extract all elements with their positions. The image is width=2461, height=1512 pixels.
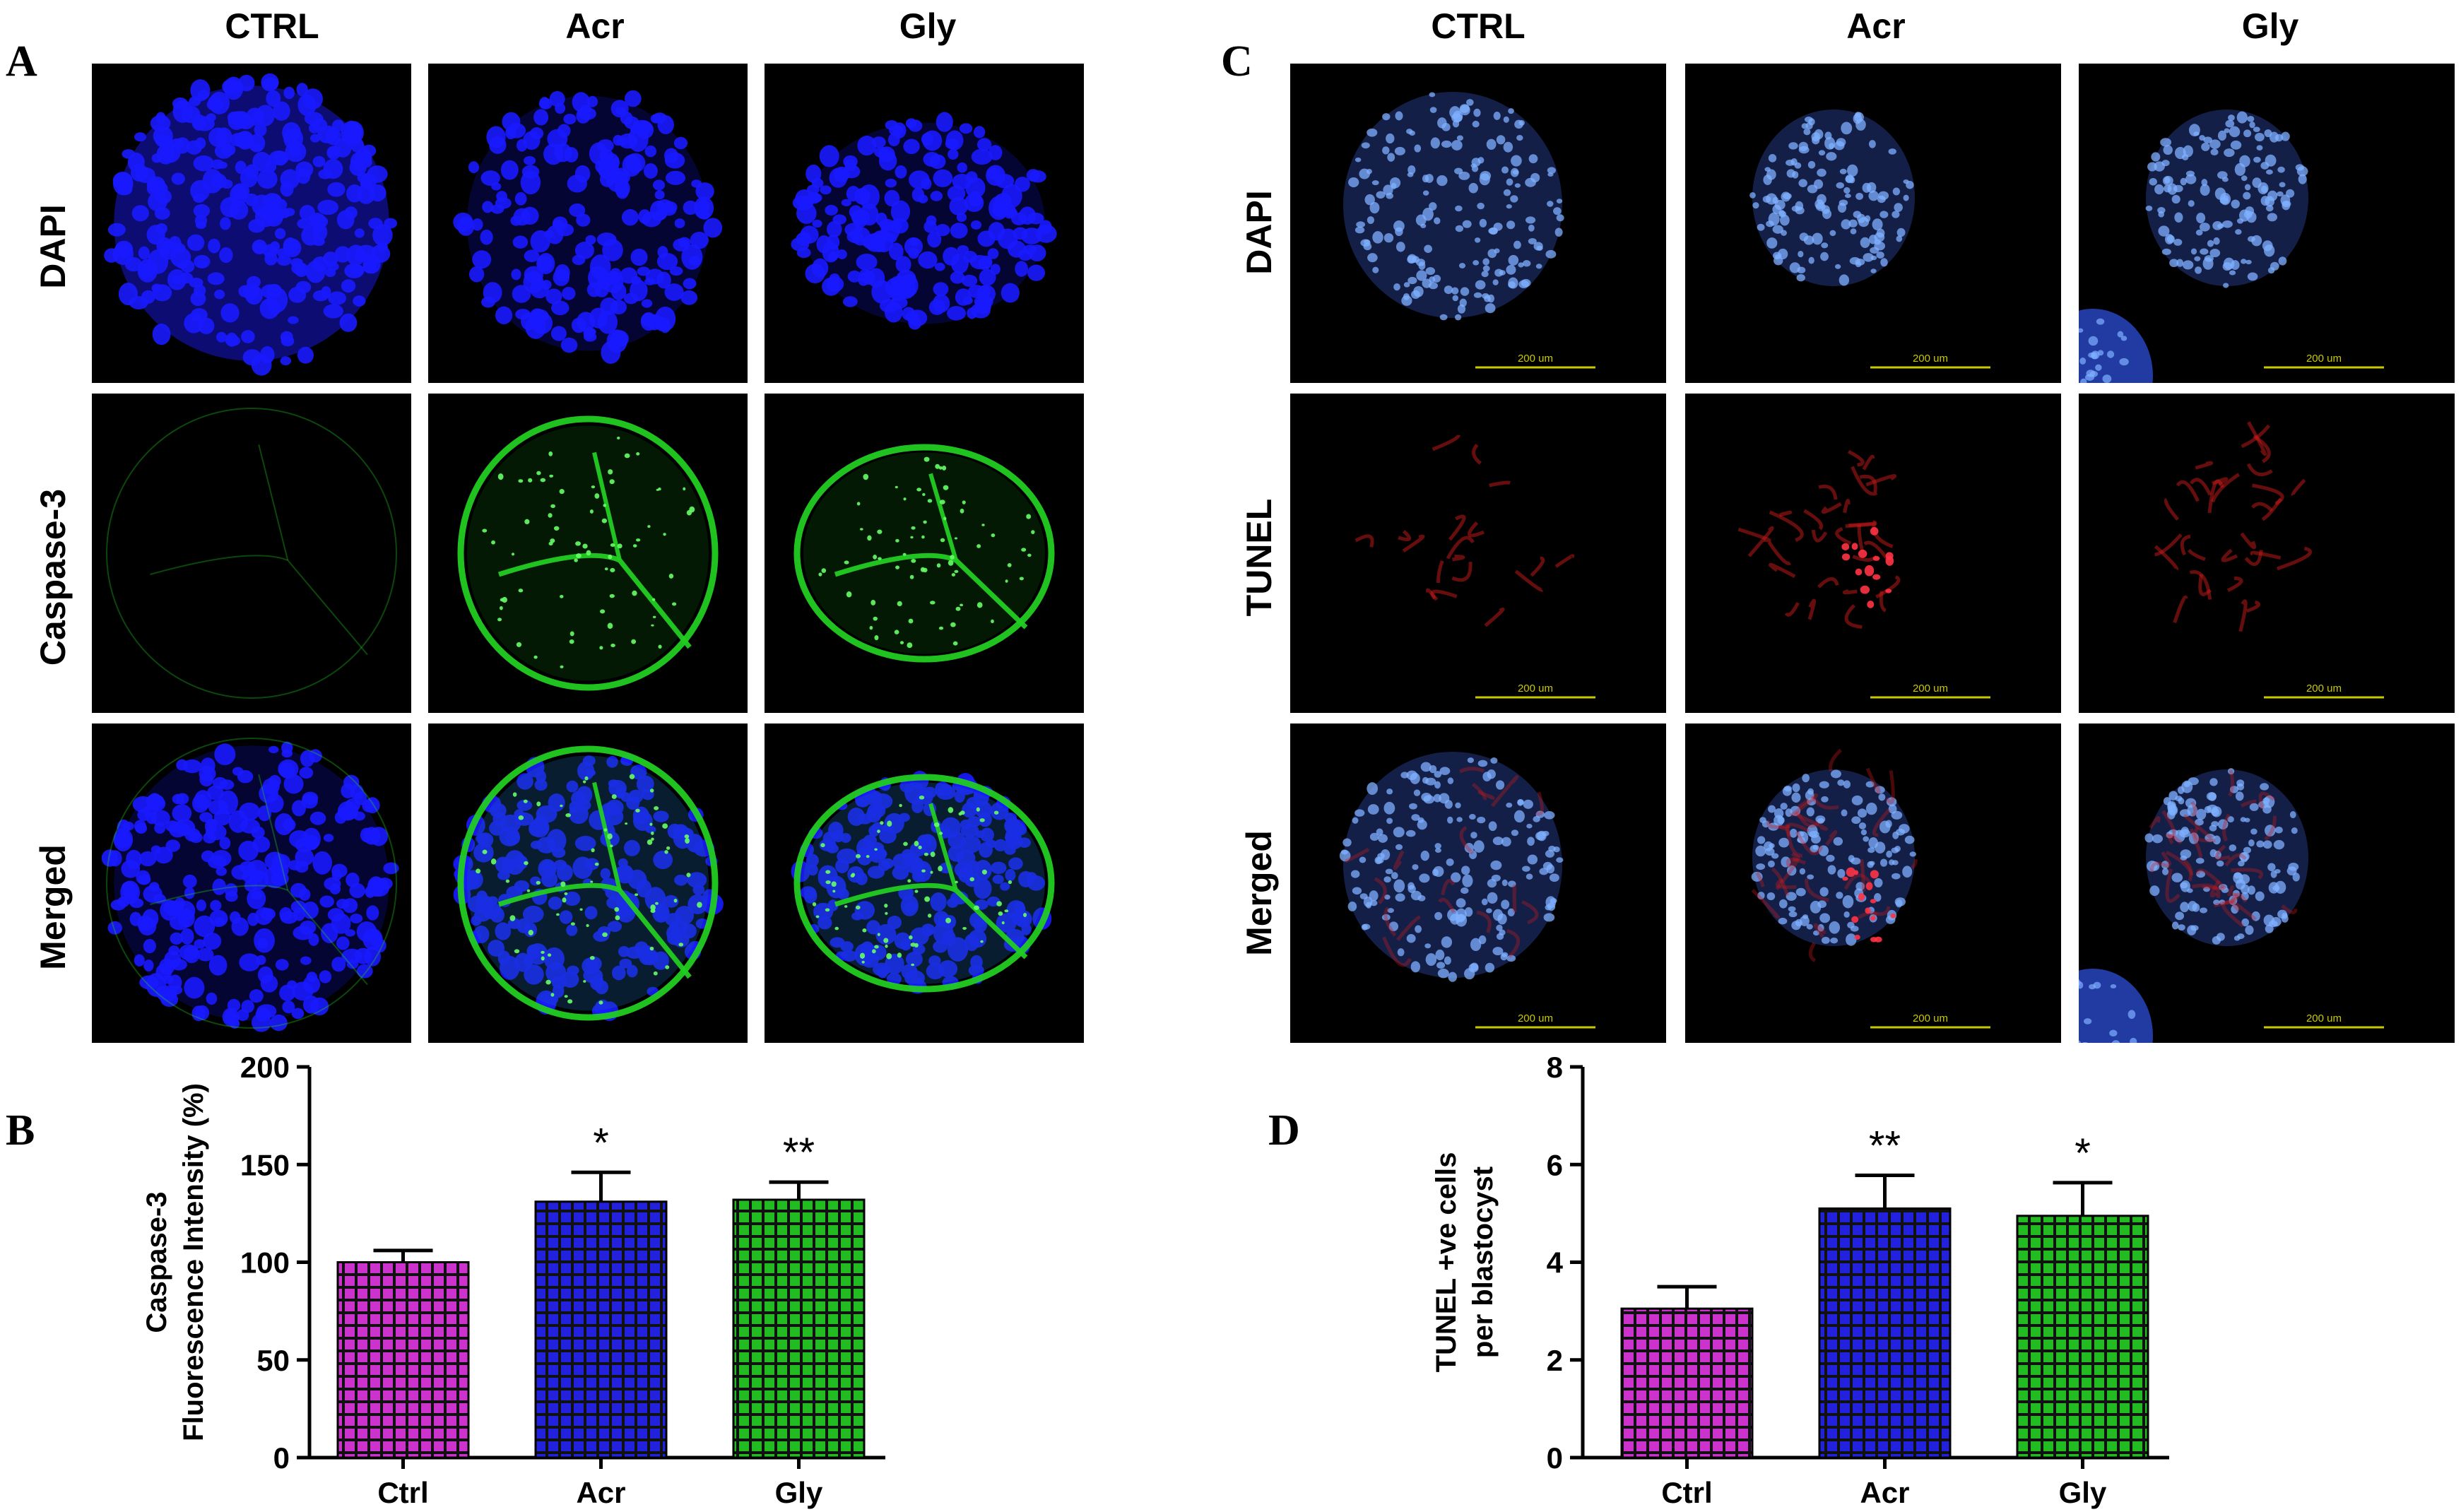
scale-bar-label: 200 um: [1518, 1012, 1553, 1024]
chart-b-y-label: Fluorescence Intensity (%): [178, 1083, 209, 1441]
chart-b-y-tick-label: 50: [256, 1344, 290, 1377]
panel-a-row-caspase: Caspase-3: [33, 415, 73, 740]
chart-b-x-label-ctrl: Ctrl: [377, 1476, 428, 1509]
panel-c-col-gly: Gly: [2108, 6, 2433, 47]
panel-a-image-dapi-ctrl-svg: [92, 64, 411, 383]
panel-c-row-tunel: TUNEL: [1239, 395, 1280, 720]
panel-a-row-dapi: DAPI: [33, 84, 73, 409]
panel-a-image-merged-ctrl: [92, 723, 411, 1043]
panel-a-image-caspase-ctrl-svg: [92, 394, 411, 713]
chart-b-bar-ctrl: [338, 1263, 468, 1458]
panel-a-image-merged-acr: [428, 723, 748, 1043]
panel-c-image-dapi-ctrl-svg: 200 um: [1290, 64, 1666, 383]
panel-c-image-merged-ctrl-svg: 200 um: [1290, 723, 1666, 1043]
chart-d-y-label: TUNEL +ve cells: [1431, 1152, 1462, 1373]
scale-bar-label: 200 um: [1913, 1012, 1948, 1024]
chart-b-x-label-gly: Gly: [775, 1476, 823, 1509]
panel-c-image-tunel-ctrl-svg: 200 um: [1290, 394, 1666, 713]
chart-d-bar-ctrl: [1622, 1309, 1752, 1458]
panel-a-col-acr: Acr: [432, 6, 757, 47]
panel-c-image-merged-gly: 200 um: [2079, 723, 2455, 1043]
panel-c-image-dapi-acr-svg: 200 um: [1685, 64, 2061, 383]
chart-d-significance-acr: **: [1869, 1123, 1901, 1169]
chart-b-y-label: Caspase-3: [141, 1191, 172, 1333]
chart-d-y-label: per blastocyst: [1468, 1167, 1499, 1358]
panel-c-image-merged-acr: 200 um: [1685, 723, 2061, 1043]
panel-a-image-dapi-acr-svg: [428, 64, 748, 383]
panel-a-image-caspase-gly: [765, 394, 1084, 713]
scale-bar-label: 200 um: [1913, 683, 1948, 695]
panel-c-image-tunel-gly-svg: 200 um: [2079, 394, 2455, 713]
panel-c-row-dapi: DAPI: [1239, 70, 1280, 395]
panel-a-row-merged: Merged: [33, 745, 73, 1070]
chart-d-x-label-ctrl: Ctrl: [1661, 1476, 1712, 1509]
panel-c-image-tunel-gly: 200 um: [2079, 394, 2455, 713]
panel-a-image-dapi-acr: [428, 64, 748, 383]
chart-d-y-tick-label: 0: [1547, 1441, 1563, 1475]
panel-c-image-tunel-acr-svg: 200 um: [1685, 394, 2061, 713]
panel-a-image-dapi-gly: [765, 64, 1084, 383]
panel-a-image-caspase-acr-svg: [428, 394, 748, 713]
panel-a-image-caspase-ctrl: [92, 394, 411, 713]
chart-d-y-tick-label: 4: [1547, 1246, 1564, 1280]
chart-b-y-tick-label: 0: [273, 1441, 290, 1475]
panel-c-col-ctrl: CTRL: [1316, 6, 1641, 47]
panel-a-image-merged-gly: [765, 723, 1084, 1043]
panel-c-image-merged-gly-svg: 200 um: [2079, 723, 2455, 1043]
chart-b-y-tick-label: 200: [240, 1051, 290, 1084]
panel-a-letter: A: [6, 37, 37, 87]
panel-a-image-merged-ctrl-svg: [92, 723, 411, 1043]
chart-b-significance-acr: *: [593, 1120, 609, 1166]
chart-d-bar-gly: [2017, 1216, 2148, 1458]
panel-c-image-tunel-ctrl: 200 um: [1290, 394, 1666, 713]
chart-d-bar-acr: [1819, 1208, 1950, 1458]
chart-b-y-tick-label: 100: [240, 1246, 290, 1280]
panel-a-image-merged-acr-svg: [428, 723, 748, 1043]
scale-bar-label: 200 um: [1518, 683, 1553, 695]
panel-a-image-caspase-gly-svg: [765, 394, 1084, 713]
chart-d-y-tick-label: 8: [1547, 1051, 1563, 1084]
panel-a-image-dapi-ctrl: [92, 64, 411, 383]
panel-c-image-dapi-gly-svg: 200 um: [2079, 64, 2455, 383]
panel-c-image-dapi-ctrl: 200 um: [1290, 64, 1666, 383]
chart-d-y-tick-label: 2: [1547, 1344, 1563, 1377]
scale-bar-label: 200 um: [2306, 683, 2342, 695]
scale-bar-label: 200 um: [1518, 353, 1553, 365]
panel-a-image-caspase-acr: [428, 394, 748, 713]
panel-c-col-acr: Acr: [1713, 6, 2038, 47]
panel-d-letter: D: [1268, 1106, 1300, 1156]
panel-c-image-merged-ctrl: 200 um: [1290, 723, 1666, 1043]
chart-b-bar-gly: [733, 1200, 864, 1458]
panel-c-image-dapi-gly: 200 um: [2079, 64, 2455, 383]
panel-c-image-dapi-acr: 200 um: [1685, 64, 2061, 383]
chart-b-significance-gly: **: [783, 1130, 815, 1176]
panel-a-image-merged-gly-svg: [765, 723, 1084, 1043]
chart-b-bar-acr: [536, 1202, 666, 1458]
scale-bar-label: 200 um: [2306, 1012, 2342, 1024]
scale-bar-label: 200 um: [1913, 353, 1948, 365]
chart-d-x-label-acr: Acr: [1860, 1476, 1909, 1509]
scale-bar-label: 200 um: [2306, 353, 2342, 365]
panel-a-image-dapi-gly-svg: [765, 64, 1084, 383]
panel-c-row-merged: Merged: [1239, 731, 1280, 1056]
chart-d-x-label-gly: Gly: [2059, 1476, 2107, 1509]
chart-d-y-tick-label: 6: [1547, 1148, 1563, 1181]
panel-a-col-ctrl: CTRL: [110, 6, 435, 47]
chart-b-y-tick-label: 150: [240, 1148, 290, 1181]
panel-a-col-gly: Gly: [765, 6, 1090, 47]
chart-d-significance-gly: *: [2075, 1130, 2091, 1176]
chart-b-x-label-acr: Acr: [576, 1476, 625, 1509]
panel-c-image-tunel-acr: 200 um: [1685, 394, 2061, 713]
panel-c-image-merged-acr-svg: 200 um: [1685, 723, 2061, 1043]
